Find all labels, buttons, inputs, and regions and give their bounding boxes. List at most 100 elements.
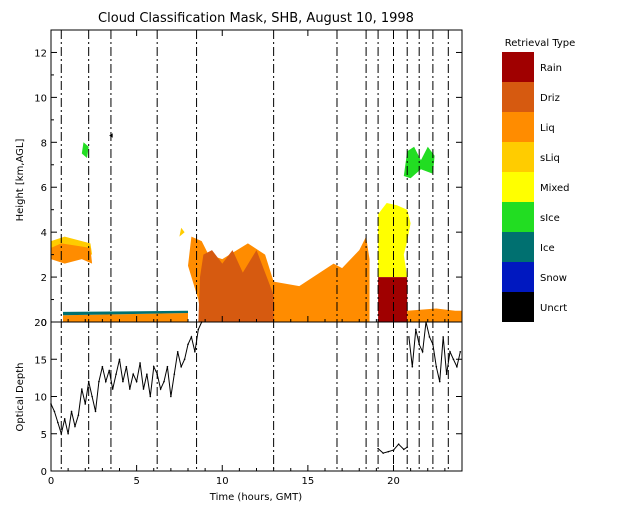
optical-depth-point-2-15 bbox=[459, 351, 462, 353]
optical-depth-point-0-28 bbox=[146, 373, 148, 375]
optical-depth-point-0-12 bbox=[91, 395, 93, 398]
optical-depth-point-0-34 bbox=[166, 365, 169, 368]
optical-depth-point-1-3 bbox=[392, 449, 395, 451]
legend-swatch-sliq bbox=[502, 142, 534, 172]
optical-depth-point-0-17 bbox=[108, 369, 111, 372]
optical-depth-point-1-0 bbox=[377, 447, 379, 450]
optical-depth-point-0-41 bbox=[190, 336, 193, 338]
optical-depth-point-0-44 bbox=[200, 321, 203, 323]
optical-depth-point-2-11 bbox=[445, 373, 448, 375]
legend-swatch-mixed bbox=[502, 172, 534, 202]
cloud-region-liq-10 bbox=[407, 308, 462, 322]
optical-depth-point-0-42 bbox=[194, 351, 196, 353]
optical-depth-point-0-7 bbox=[74, 425, 76, 428]
optical-depth-point-0-27 bbox=[142, 388, 145, 390]
optical-depth-series-1 bbox=[377, 443, 408, 454]
classification-mask-panel: 0 2 4 6 8 10 12 bbox=[34, 29, 463, 471]
cloud-region-sliq-4 bbox=[179, 227, 185, 237]
optical-depth-point-1-5 bbox=[402, 448, 405, 451]
optical-depth-point-2-3 bbox=[418, 343, 420, 346]
top-y-tick-label-10: 10 bbox=[34, 93, 47, 104]
optical-depth-point-0-3 bbox=[60, 432, 63, 435]
optical-depth-point-2-0 bbox=[408, 336, 410, 338]
x-tick-label-20: 20 bbox=[387, 476, 400, 487]
optical-depth-point-2-9 bbox=[438, 380, 441, 383]
optical-depth-point-0-43 bbox=[197, 328, 200, 331]
top-y-axis-label: Height [km,AGL] bbox=[15, 139, 26, 222]
optical-depth-point-2-10 bbox=[442, 336, 444, 338]
legend-label-mixed: Mixed bbox=[540, 183, 570, 194]
x-tick-label-0: 0 bbox=[48, 476, 54, 487]
cloud-region-rain-9 bbox=[378, 277, 408, 322]
cloud-region-ice-13 bbox=[63, 310, 188, 316]
optical-depth-point-0-19 bbox=[115, 373, 117, 375]
optical-depth-point-0-36 bbox=[173, 373, 176, 375]
legend-label-uncrt: Uncrt bbox=[540, 303, 567, 314]
legend-label-rain: Rain bbox=[540, 63, 562, 74]
bottom-panel-frame bbox=[50, 321, 463, 472]
optical-depth-point-0-30 bbox=[152, 365, 155, 368]
x-tick-label-15: 15 bbox=[302, 476, 315, 487]
optical-depth-point-0-20 bbox=[118, 358, 121, 361]
bottom-y-tick-label-10: 10 bbox=[34, 393, 47, 404]
x-tick-label-10: 10 bbox=[216, 476, 229, 487]
cloud-region-liq-7 bbox=[273, 290, 370, 322]
top-y-tick-label-0: 0 bbox=[41, 318, 47, 329]
legend-label-driz: Driz bbox=[540, 93, 560, 104]
optical-depth-point-0-18 bbox=[111, 388, 114, 390]
optical-depth-point-2-8 bbox=[435, 365, 438, 368]
optical-depth-point-2-7 bbox=[432, 343, 434, 346]
optical-depth-point-2-4 bbox=[421, 351, 424, 353]
optical-depth-point-2-14 bbox=[456, 365, 458, 368]
optical-depth-series-2 bbox=[408, 321, 461, 382]
optical-depth-point-2-1 bbox=[411, 365, 414, 368]
optical-depth-point-0-1 bbox=[53, 410, 56, 413]
optical-depth-point-2-5 bbox=[425, 321, 427, 323]
optical-depth-point-0-39 bbox=[183, 358, 186, 361]
optical-depth-point-0-33 bbox=[163, 380, 165, 383]
optical-depth-point-0-2 bbox=[57, 421, 59, 424]
top-y-tick-label-12: 12 bbox=[34, 48, 47, 59]
optical-depth-point-0-8 bbox=[77, 414, 80, 416]
optical-depth-point-0-25 bbox=[135, 380, 138, 383]
optical-depth-point-0-9 bbox=[81, 388, 83, 390]
bottom-y-tick-label-15: 15 bbox=[34, 355, 47, 366]
optical-depth-point-0-35 bbox=[170, 395, 172, 398]
optical-depth-point-1-1 bbox=[382, 452, 385, 454]
optical-depth-point-0-38 bbox=[180, 365, 182, 368]
bottom-y-tick-label-5: 5 bbox=[41, 430, 47, 441]
optical-depth-point-0-4 bbox=[63, 418, 66, 420]
optical-depth-point-1-6 bbox=[406, 446, 409, 448]
optical-depth-point-0-31 bbox=[156, 373, 158, 375]
legend-label-sliq: sLiq bbox=[540, 153, 560, 164]
cloud-region-driz-6 bbox=[198, 250, 274, 322]
optical-depth-point-0-32 bbox=[159, 388, 162, 390]
legend-label-ice: Ice bbox=[540, 243, 555, 254]
optical-depth-point-0-40 bbox=[187, 343, 189, 346]
optical-depth-point-0-29 bbox=[149, 395, 152, 398]
optical-depth-point-0-16 bbox=[105, 380, 107, 383]
optical-depth-point-0-23 bbox=[128, 388, 131, 390]
bottom-y-tick-label-20: 20 bbox=[34, 318, 47, 329]
optical-depth-point-0-13 bbox=[94, 410, 97, 413]
legend-swatch-ice bbox=[502, 232, 534, 262]
optical-depth-point-0-21 bbox=[122, 380, 124, 383]
retrieval-type-legend: Retrieval Type Rain Driz Liq sLiq Mixed sIce I… bbox=[502, 38, 575, 322]
optical-depth-point-0-6 bbox=[70, 410, 73, 413]
legend-swatch-uncrt bbox=[502, 292, 534, 322]
legend-label-sice: sIce bbox=[540, 213, 560, 224]
optical-depth-point-0-37 bbox=[176, 351, 179, 353]
optical-depth-point-0-26 bbox=[139, 362, 141, 364]
optical-depth-point-0-22 bbox=[125, 365, 128, 368]
legend-swatch-sice bbox=[502, 202, 534, 232]
optical-depth-point-1-2 bbox=[387, 450, 390, 453]
optical-depth-point-0-24 bbox=[132, 373, 134, 375]
optical-depth-point-2-12 bbox=[449, 351, 451, 353]
top-y-tick-label-8: 8 bbox=[41, 138, 47, 149]
optical-depth-point-2-13 bbox=[452, 358, 455, 361]
optical-depth-series-0 bbox=[50, 321, 203, 436]
optical-depth-point-0-11 bbox=[87, 380, 90, 383]
optical-depth-point-1-4 bbox=[397, 443, 400, 445]
optical-depth-point-0-10 bbox=[84, 403, 87, 405]
